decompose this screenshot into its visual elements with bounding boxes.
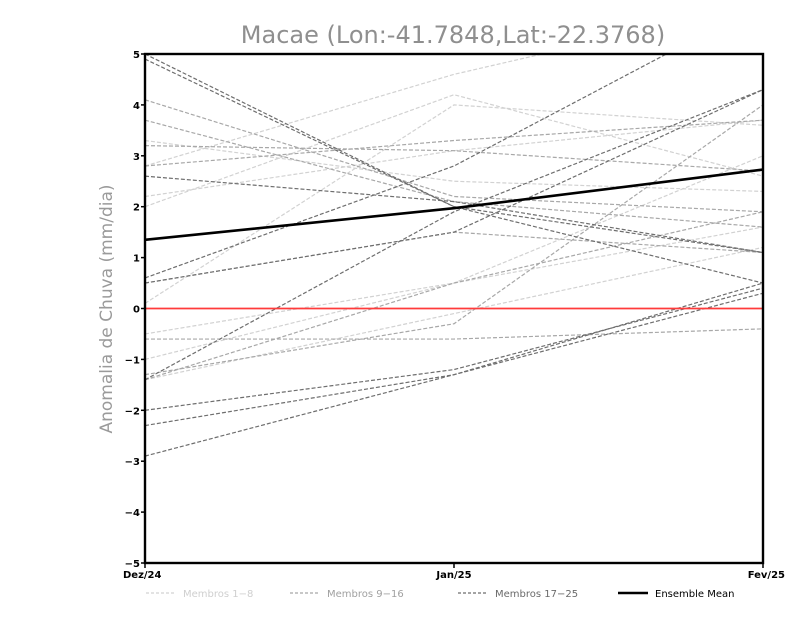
member-line-4 <box>145 139 763 193</box>
ensemble-mean-line <box>144 168 764 242</box>
y-tick-label: 5 <box>133 50 140 61</box>
member-line-12 <box>145 145 763 172</box>
member-line-20 <box>145 54 668 279</box>
x-tick-label: Jan/25 <box>435 570 471 581</box>
y-tick-label: −4 <box>125 508 140 519</box>
y-tick-label: 3 <box>133 152 140 163</box>
series-layer <box>145 54 763 457</box>
member-line-16 <box>145 328 763 340</box>
legend-label-1: Membros 1−8 <box>183 589 253 600</box>
member-line-17 <box>145 54 763 284</box>
member-line-8 <box>145 226 763 360</box>
ensemble-mean-layer <box>144 168 764 242</box>
member-line-23 <box>145 287 763 411</box>
x-tick-label: Dez/24 <box>123 570 162 581</box>
y-tick-label: 2 <box>133 203 140 214</box>
member-line-22 <box>145 89 763 381</box>
member-line-3 <box>145 104 763 304</box>
legend: Membros 1−8 Membros 9−16 Membros 17−25 Ense… <box>146 589 734 600</box>
member-line-10 <box>145 119 763 228</box>
member-line-2 <box>145 94 763 208</box>
y-tick-label: −1 <box>125 355 140 366</box>
chart-title: Macae (Lon:-41.7848,Lat:-22.3768) <box>241 21 665 49</box>
y-tick-label: 0 <box>133 305 140 316</box>
y-tick-label: −2 <box>125 406 140 417</box>
y-tick-label: 4 <box>133 101 140 112</box>
member-line-13 <box>145 104 763 376</box>
legend-label-3: Membros 17−25 <box>495 589 578 600</box>
member-line-18 <box>145 58 763 254</box>
member-line-21 <box>145 89 763 284</box>
y-axis-label: Anomalia de Chuva (mm/dia) <box>97 184 117 433</box>
y-tick-label: −5 <box>125 559 140 570</box>
x-tick-label: Fev/25 <box>748 570 785 581</box>
member-line-25 <box>145 282 763 457</box>
axes: −5 −4 −3 −2 −1 0 1 2 3 4 5 Dez/24 Jan/25 Fev/25 <box>123 50 785 581</box>
member-line-14 <box>145 231 763 284</box>
member-line-19 <box>145 175 763 254</box>
y-tick-label: 1 <box>133 254 140 265</box>
legend-label-2: Membros 9−16 <box>327 589 404 600</box>
y-tick-label: −3 <box>125 457 140 468</box>
legend-label-4: Ensemble Mean <box>655 589 734 600</box>
member-line-9 <box>145 99 763 213</box>
member-line-11 <box>145 119 763 167</box>
